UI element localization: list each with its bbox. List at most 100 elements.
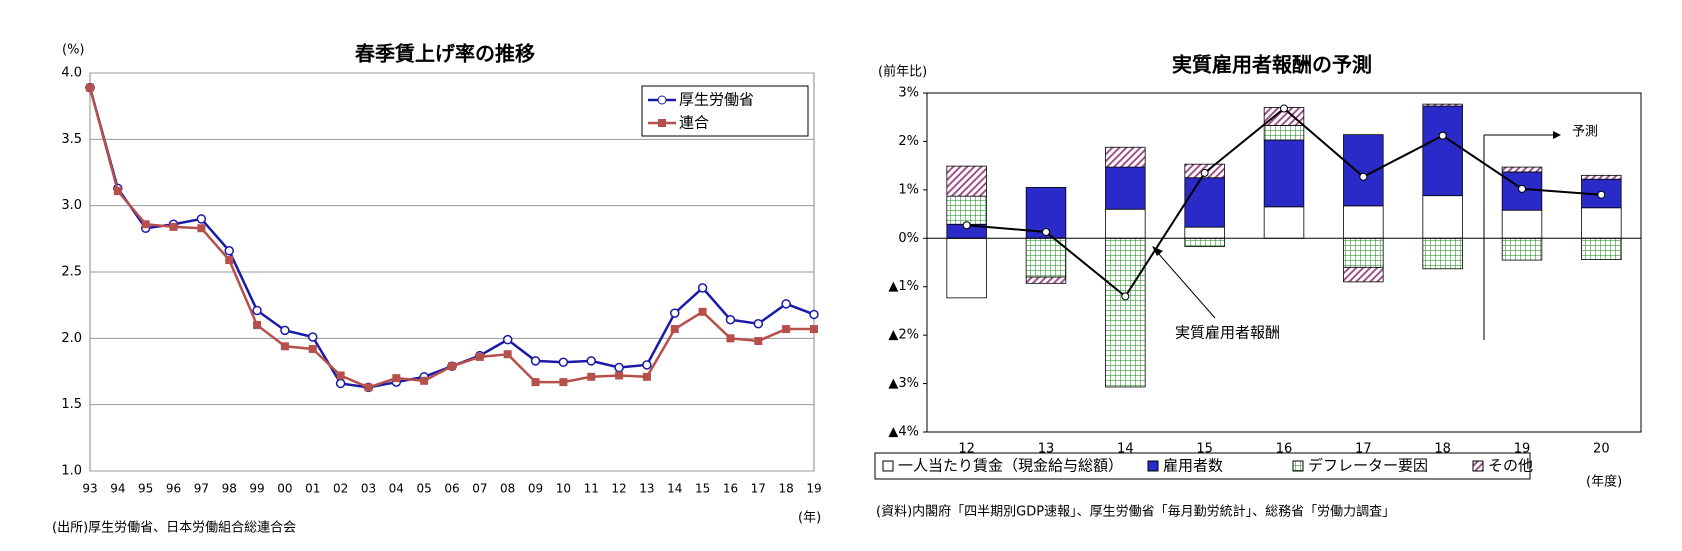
legend-box	[874, 452, 1531, 480]
bar-segment	[1343, 266, 1384, 283]
point	[503, 350, 512, 359]
bar-segment	[1581, 237, 1622, 260]
x-tick-label: 20	[1593, 442, 1610, 457]
source: (出所)厚生労働省、日本労働組合総連合会	[52, 521, 296, 536]
point	[781, 299, 791, 309]
x-tick-label: 99	[249, 482, 264, 496]
bar-segment	[1501, 209, 1543, 239]
bar-segment	[1581, 207, 1622, 239]
y-tick-label: 0%	[898, 231, 919, 246]
point	[392, 374, 401, 383]
bar-segment	[1025, 237, 1067, 278]
point	[1200, 168, 1209, 177]
x-tick-label: 08	[500, 482, 515, 496]
point	[86, 83, 94, 92]
x-tick-label: 93	[82, 482, 97, 496]
chart-title: 実質雇用者報酬の予測	[1172, 53, 1372, 77]
forecast-marker	[1483, 134, 1553, 340]
point	[1280, 104, 1288, 113]
y-unit: (前年比)	[878, 64, 927, 80]
bar-segment	[1263, 139, 1305, 208]
x-unit: (年度)	[1586, 474, 1622, 490]
x-tick-label: 96	[166, 482, 181, 496]
x-tick-label: 00	[277, 482, 292, 496]
x-tick-label: 16	[723, 482, 738, 496]
point	[642, 372, 651, 381]
x-tick-label: 01	[305, 482, 320, 496]
arrow-head	[1152, 246, 1163, 256]
bar-segment	[1105, 208, 1146, 239]
point	[614, 362, 624, 373]
point	[754, 336, 763, 345]
x-tick-label: 10	[556, 482, 571, 496]
bar-segment	[1184, 237, 1225, 247]
y-tick-label: ▲3%	[888, 376, 919, 391]
legend-label: 雇用者数	[1163, 457, 1223, 475]
y-tick-label: 2.0	[61, 331, 82, 346]
y-tick-label: ▲2%	[888, 328, 919, 343]
x-tick-label: 05	[417, 482, 432, 496]
point	[1438, 131, 1447, 140]
x-tick-label: 18	[779, 482, 794, 496]
legend-swatch	[1292, 460, 1304, 472]
bar-segment	[1422, 103, 1463, 107]
point	[420, 376, 429, 385]
bar-segment	[946, 195, 987, 225]
y-tick-label: 3%	[898, 86, 919, 101]
bar-segment	[1025, 187, 1067, 239]
point	[642, 360, 652, 370]
x-tick-label: 17	[751, 482, 766, 496]
point	[224, 246, 234, 256]
bar-segment	[1422, 237, 1463, 270]
bar-segment	[1184, 226, 1225, 239]
point	[253, 321, 262, 330]
plot-area	[926, 92, 1642, 433]
x-tick-label: 11	[584, 482, 599, 496]
point	[1518, 184, 1526, 193]
arrow-head	[1553, 131, 1561, 139]
point	[280, 325, 290, 336]
x-tick-label: 09	[528, 482, 543, 496]
point	[1597, 190, 1606, 199]
legend-swatch	[1147, 460, 1159, 472]
bar-segment	[1025, 276, 1067, 284]
point	[308, 332, 318, 342]
bar-segment	[1581, 174, 1622, 180]
point	[670, 325, 679, 334]
x-tick-label: 02	[333, 482, 348, 496]
bar-segment	[1105, 146, 1146, 168]
x-tick-label: 14	[667, 482, 682, 496]
bar-segment	[1105, 237, 1146, 388]
point	[1359, 172, 1368, 181]
point	[225, 256, 234, 265]
bar-segment	[946, 237, 987, 299]
y-tick-label: ▲4%	[888, 425, 919, 440]
legend-label: 厚生労働省	[679, 91, 754, 109]
x-tick-label: 98	[222, 482, 237, 496]
x-tick-label: 15	[695, 482, 710, 496]
point	[364, 383, 373, 392]
bar-segment	[1422, 195, 1463, 239]
point	[559, 378, 568, 387]
bar-segment	[1422, 105, 1463, 197]
point	[502, 334, 513, 345]
x-tick-label: 13	[639, 482, 654, 496]
point	[141, 220, 150, 229]
point	[586, 356, 596, 366]
point	[726, 334, 735, 343]
bar-segment	[1263, 206, 1305, 239]
legend-label: デフレーター要因	[1308, 457, 1428, 475]
point	[615, 371, 624, 380]
point	[809, 309, 819, 320]
point	[1121, 292, 1130, 301]
point	[725, 315, 736, 325]
y-tick-label: 2%	[898, 134, 919, 149]
x-tick-label: 06	[444, 482, 459, 496]
annotation-arrow	[1157, 252, 1216, 319]
point	[475, 352, 484, 361]
legend-swatch	[882, 460, 894, 472]
point	[252, 305, 262, 316]
bar-segment	[1184, 177, 1225, 228]
x-tick-label: 19	[806, 482, 821, 496]
